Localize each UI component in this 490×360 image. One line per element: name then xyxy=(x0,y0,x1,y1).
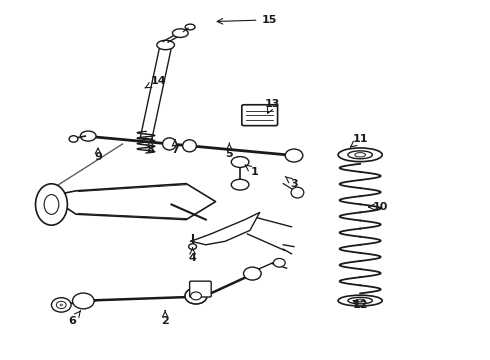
Text: 5: 5 xyxy=(225,143,233,159)
Ellipse shape xyxy=(338,295,382,306)
FancyBboxPatch shape xyxy=(242,105,277,126)
Text: 1: 1 xyxy=(245,165,258,177)
Text: 15: 15 xyxy=(217,15,277,25)
Ellipse shape xyxy=(189,244,196,249)
Ellipse shape xyxy=(163,138,176,150)
Ellipse shape xyxy=(191,292,201,300)
Text: 6: 6 xyxy=(69,311,80,326)
Ellipse shape xyxy=(172,29,188,37)
Polygon shape xyxy=(49,184,216,220)
Ellipse shape xyxy=(291,187,304,198)
Ellipse shape xyxy=(185,24,195,30)
Ellipse shape xyxy=(183,140,196,152)
Ellipse shape xyxy=(56,301,66,309)
Text: 12: 12 xyxy=(352,300,368,310)
Polygon shape xyxy=(191,212,260,245)
Ellipse shape xyxy=(80,131,96,141)
Ellipse shape xyxy=(348,297,372,304)
Text: 7: 7 xyxy=(171,140,179,155)
Ellipse shape xyxy=(355,299,365,302)
Text: 3: 3 xyxy=(285,176,298,189)
Ellipse shape xyxy=(338,148,382,162)
FancyBboxPatch shape xyxy=(190,281,211,297)
Ellipse shape xyxy=(60,304,63,306)
Text: 11: 11 xyxy=(350,134,368,147)
Ellipse shape xyxy=(273,258,285,267)
Text: 8: 8 xyxy=(147,140,154,155)
Ellipse shape xyxy=(231,157,249,167)
Text: 9: 9 xyxy=(94,148,102,162)
Text: 4: 4 xyxy=(189,248,196,263)
Ellipse shape xyxy=(231,179,249,190)
Ellipse shape xyxy=(73,293,94,309)
Ellipse shape xyxy=(244,267,261,280)
Text: 14: 14 xyxy=(145,76,166,88)
Ellipse shape xyxy=(35,184,67,225)
Ellipse shape xyxy=(348,151,372,159)
Ellipse shape xyxy=(355,153,366,157)
Ellipse shape xyxy=(185,288,207,304)
Ellipse shape xyxy=(69,136,78,142)
Text: 2: 2 xyxy=(161,311,169,326)
Text: 13: 13 xyxy=(264,99,280,113)
Ellipse shape xyxy=(51,298,71,312)
Ellipse shape xyxy=(44,194,59,214)
Text: 10: 10 xyxy=(369,202,388,212)
Ellipse shape xyxy=(285,149,303,162)
Ellipse shape xyxy=(157,40,174,50)
Polygon shape xyxy=(140,46,172,139)
